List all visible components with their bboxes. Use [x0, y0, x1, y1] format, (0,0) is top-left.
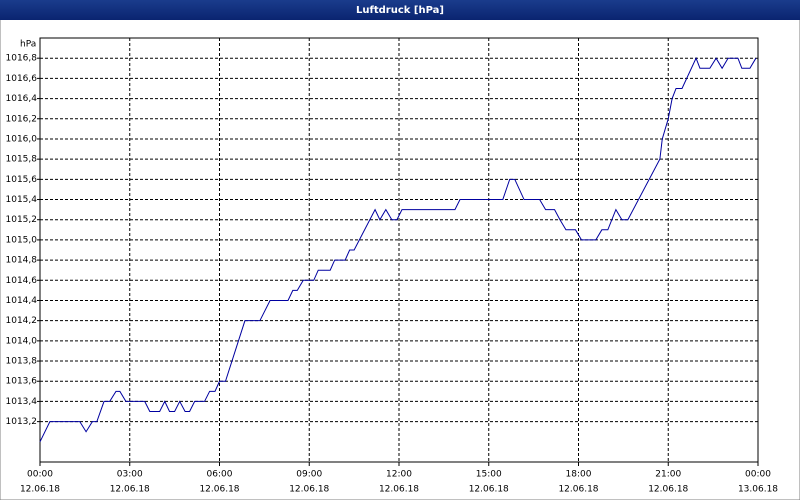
x-tick-label: 00:00: [745, 470, 771, 480]
x-tick-date: 12.06.18: [558, 485, 598, 495]
x-tick-date: 13.06.18: [738, 485, 778, 495]
y-tick-label: 1013,4: [6, 397, 38, 407]
x-tick-label: 00:00: [27, 470, 53, 480]
y-tick-label: 1014,8: [6, 256, 38, 266]
y-tick-label: 1014,4: [6, 296, 38, 306]
x-tick-date: 12.06.18: [469, 485, 509, 495]
y-tick-label: 1013,2: [6, 417, 38, 427]
x-tick-date: 12.06.18: [199, 485, 239, 495]
y-tick-label: 1015,2: [6, 215, 38, 225]
y-tick-label: 1014,0: [6, 336, 38, 346]
title-bar: [0, 0, 800, 20]
y-tick-label: 1016,4: [6, 94, 38, 104]
series-line: [39, 56, 757, 443]
x-tick-label: 03:00: [117, 470, 143, 480]
y-tick-label: 1015,0: [6, 235, 38, 245]
x-tick-label: 12:00: [386, 470, 412, 480]
x-tick-label: 15:00: [476, 470, 502, 480]
chart-title: Luftdruck [hPa]: [356, 5, 444, 16]
y-tick-label: 1014,6: [6, 276, 38, 286]
y-tick-label: 1015,8: [6, 155, 38, 165]
x-tick-date: 12.06.18: [379, 485, 419, 495]
y-tick-label: 1016,6: [6, 74, 38, 84]
x-tick-date: 12.06.18: [20, 485, 60, 495]
y-tick-label: 1016,8: [6, 54, 38, 64]
x-tick-date: 12.06.18: [289, 485, 329, 495]
y-tick-label: 1013,8: [6, 357, 38, 367]
x-tick-date: 12.06.18: [648, 485, 688, 495]
y-tick-label: 1015,6: [6, 175, 38, 185]
y-axis-label: hPa: [20, 40, 36, 50]
y-tick-label: 1013,6: [6, 377, 38, 387]
x-tick-label: 06:00: [207, 470, 233, 480]
x-tick-label: 18:00: [566, 470, 592, 480]
x-tick-date: 12.06.18: [110, 485, 150, 495]
x-tick-label: 21:00: [655, 470, 681, 480]
y-tick-label: 1016,0: [6, 134, 38, 144]
y-tick-label: 1015,4: [6, 195, 38, 205]
x-tick-label: 09:00: [296, 470, 322, 480]
y-tick-label: 1014,2: [6, 316, 38, 326]
y-tick-label: 1016,2: [6, 114, 38, 124]
